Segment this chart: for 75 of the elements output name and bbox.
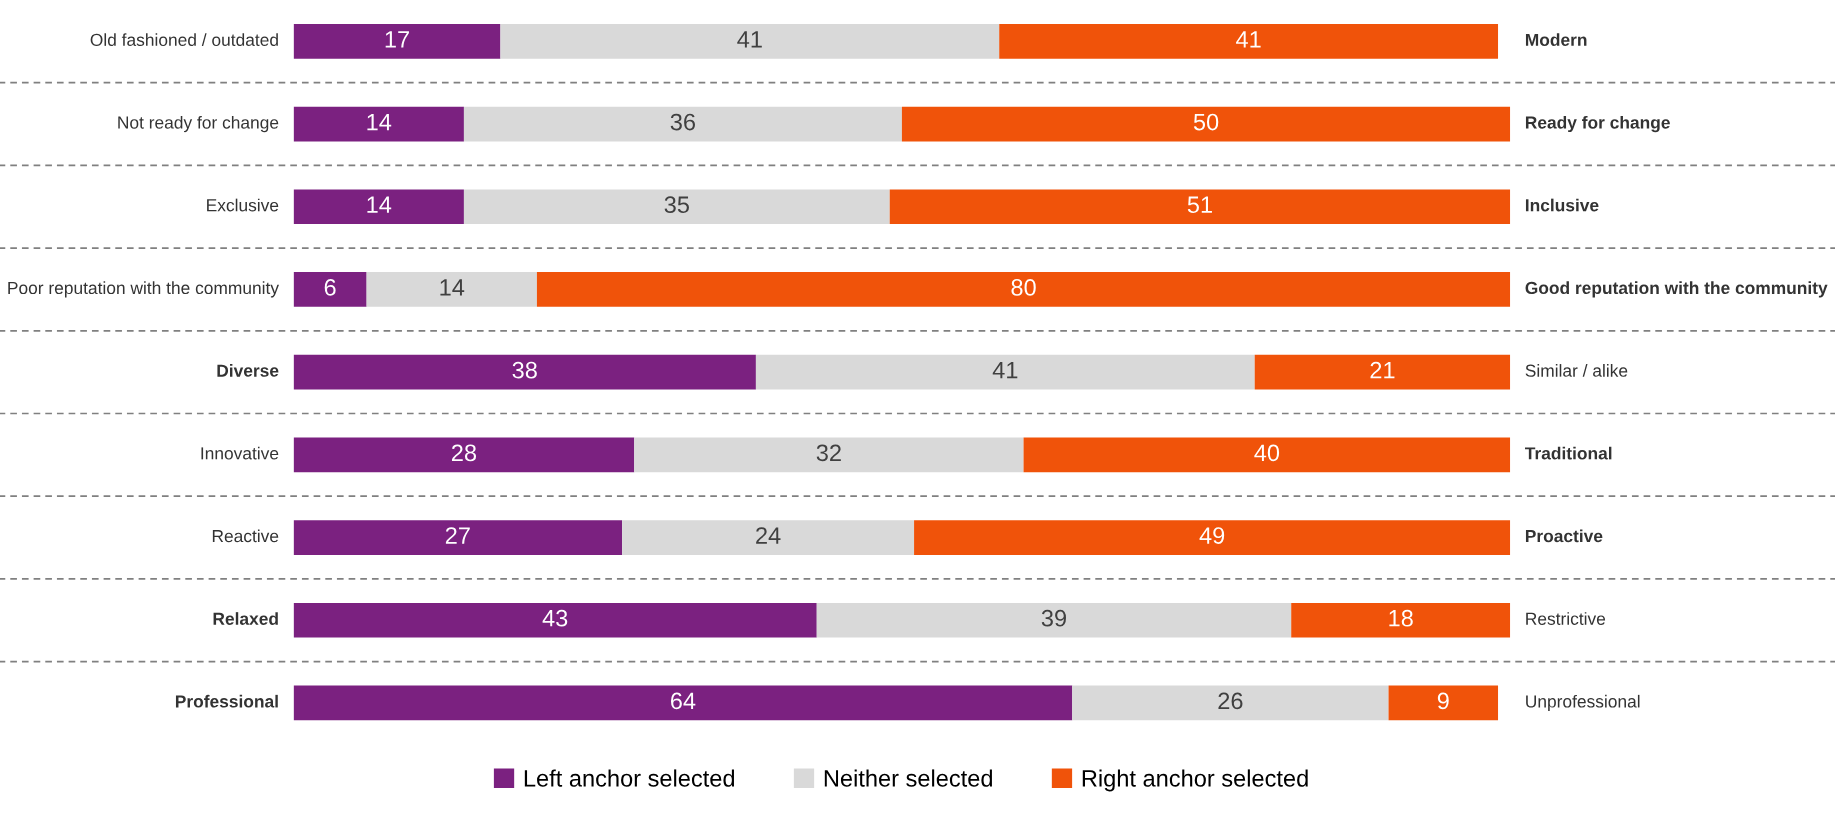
data-label: 27	[445, 527, 470, 544]
data-label: 50	[1193, 113, 1219, 131]
bar	[1023, 437, 1511, 473]
bar	[293, 106, 464, 142]
legend-label: Neither selected	[824, 769, 992, 787]
bar	[622, 520, 915, 555]
bar	[536, 272, 1511, 307]
bar	[901, 106, 1511, 142]
data-label: 9	[1437, 692, 1449, 710]
data-label: 26	[1218, 692, 1243, 710]
data-label: 35	[664, 196, 689, 214]
y2-tick-label: Restrictive	[1526, 612, 1606, 625]
bar	[1388, 685, 1499, 721]
data-label: 6	[324, 279, 336, 296]
bar	[755, 354, 1255, 390]
data-label: 41	[737, 31, 762, 48]
y-tick-label: Relaxed	[213, 612, 278, 625]
y-tick-label: Diverse	[217, 364, 279, 377]
y2-tick-label: Inclusive	[1525, 198, 1599, 212]
data-label: 21	[1370, 361, 1395, 379]
data-label: 14	[440, 279, 465, 296]
y-tick-label: Professional	[175, 694, 278, 708]
y-tick-label: Not ready for change	[118, 115, 279, 133]
y2-tick-label: Traditional	[1525, 446, 1612, 460]
y-tick-label: Poor reputation with the community	[8, 281, 279, 298]
bar	[293, 189, 464, 225]
data-label: 41	[1236, 31, 1261, 48]
bar	[1254, 354, 1511, 390]
data-label: 14	[367, 196, 392, 213]
data-label: 18	[1389, 609, 1413, 627]
data-label: 39	[1041, 609, 1066, 627]
data-label: 43	[542, 609, 568, 627]
y2-tick-label: Ready for change	[1525, 115, 1670, 133]
y-tick-label: Exclusive	[207, 198, 279, 212]
y2-tick-label: Similar / alike	[1525, 364, 1628, 377]
data-label: 32	[816, 444, 841, 462]
bar	[463, 106, 902, 142]
data-label: 51	[1187, 196, 1212, 214]
y2-tick-label: Modern	[1525, 33, 1587, 47]
y-tick-label: Reactive	[212, 529, 279, 543]
bar	[293, 354, 756, 390]
bar	[634, 437, 1024, 473]
data-label: 40	[1254, 444, 1280, 462]
data-label: 38	[512, 361, 537, 379]
legend-label: Left anchor selected	[524, 769, 735, 787]
y2-tick-label: Unprofessional	[1526, 694, 1640, 712]
y-tick-label: Old fashioned / outdated	[90, 33, 278, 47]
bar	[463, 189, 890, 225]
bar	[293, 520, 623, 555]
data-label: 49	[1199, 527, 1225, 544]
bar	[1072, 685, 1389, 721]
data-label: 28	[451, 444, 477, 462]
legend-label: Right anchor selected	[1082, 769, 1308, 792]
bar	[293, 602, 817, 638]
bar	[1291, 602, 1511, 638]
y2-tick-label: Proactive	[1525, 529, 1603, 543]
data-label: 64	[670, 692, 696, 710]
bar	[816, 602, 1292, 638]
bar	[366, 272, 537, 307]
bar	[914, 520, 1511, 555]
bar	[999, 23, 1499, 59]
data-label: 36	[670, 113, 696, 131]
data-label: 41	[992, 362, 1018, 379]
y-tick-label: Innovative	[201, 446, 279, 460]
y2-tick-label: Good reputation with the community	[1525, 281, 1828, 298]
bar	[293, 272, 367, 307]
bar	[293, 23, 501, 59]
data-label: 80	[1011, 279, 1036, 296]
bar	[293, 685, 1073, 721]
data-label: 17	[385, 31, 409, 48]
data-label: 14	[367, 113, 392, 131]
bar	[500, 23, 1000, 59]
bar	[293, 437, 635, 473]
data-label: 24	[756, 527, 781, 544]
bar	[889, 189, 1511, 225]
